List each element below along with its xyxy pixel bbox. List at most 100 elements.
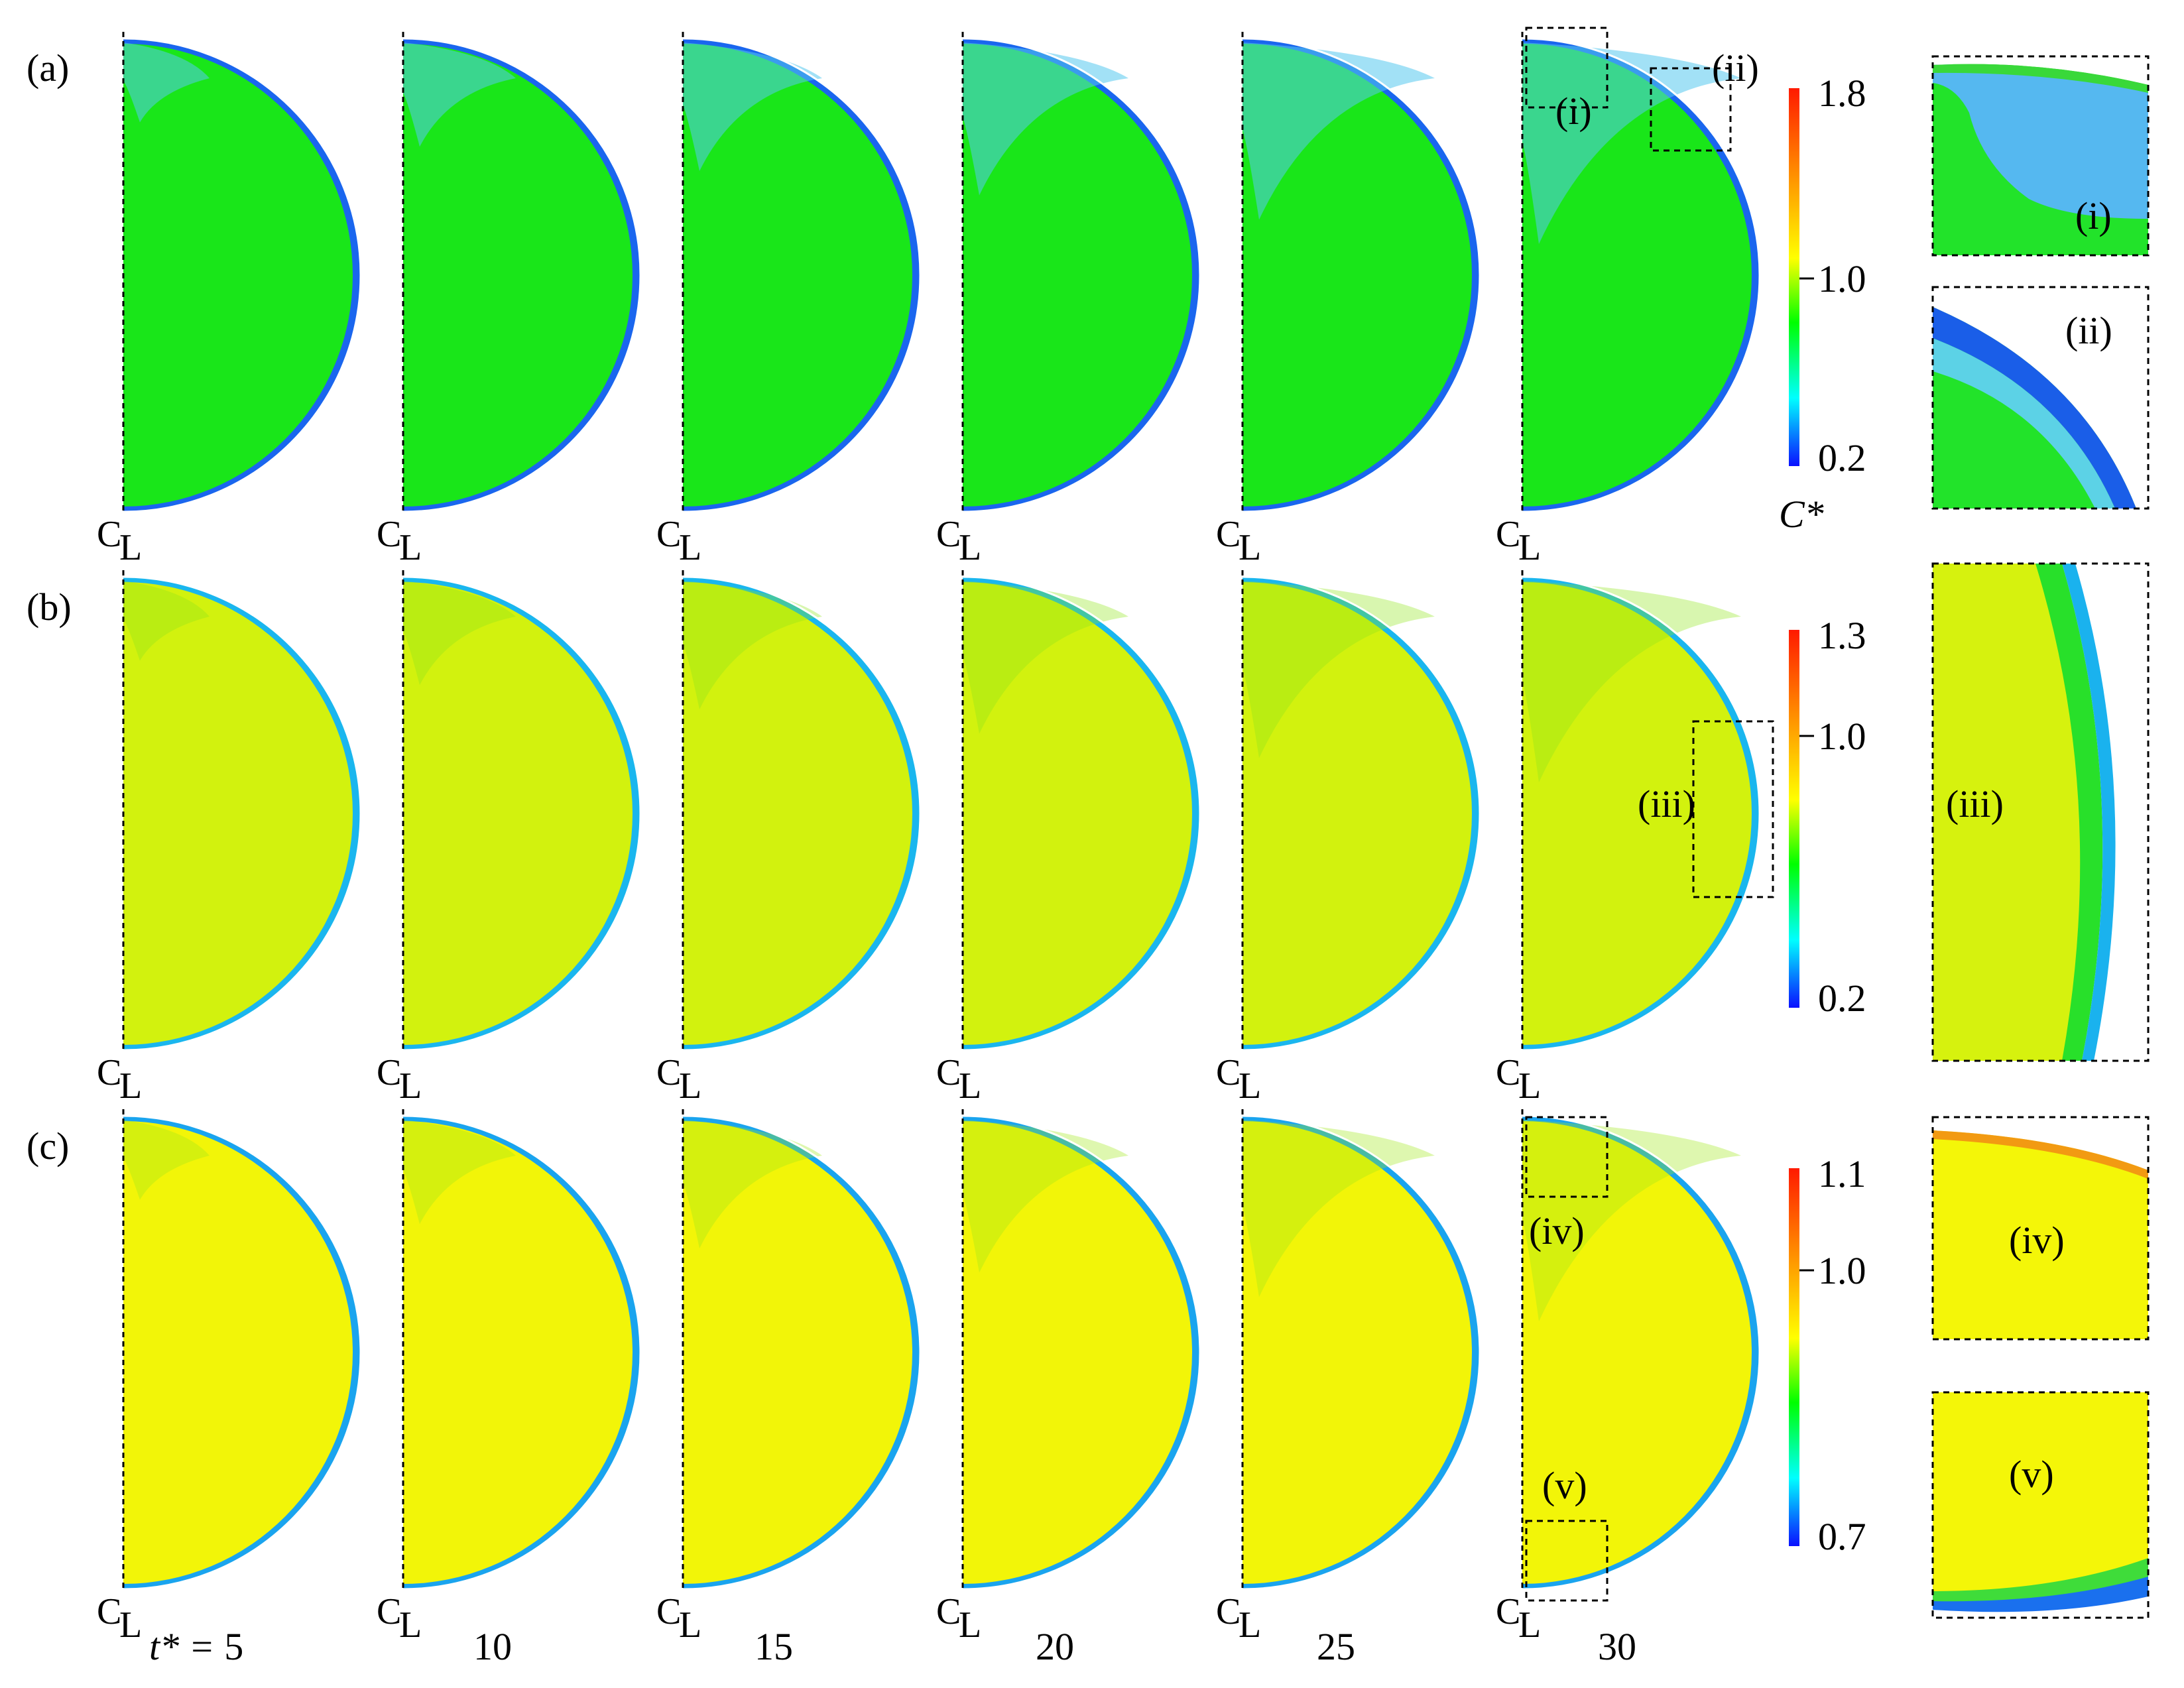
droplet-1-4: CL — [1216, 570, 1481, 1107]
centerline-label-c: C — [1496, 1052, 1520, 1093]
droplet-inner-region — [1522, 42, 1741, 244]
droplet-fill — [963, 44, 1192, 507]
droplet-2-1: CL — [377, 1109, 642, 1646]
centerline-label-c: C — [656, 514, 681, 555]
zoom-label-ii: (ii) — [1712, 46, 1759, 90]
centerline-label-c: C — [1496, 1591, 1520, 1632]
colorbar-a-max: 1.8 — [1818, 72, 1866, 115]
centerline-label-l: L — [399, 1065, 422, 1107]
droplet-boundary — [402, 37, 642, 513]
centerline-label-l: L — [959, 1065, 981, 1107]
colorbar-a: 1.8 1.0 0.2 C* — [1779, 72, 1866, 536]
droplet-inner-region — [123, 581, 210, 661]
centerline-label-c: C — [936, 514, 961, 555]
droplet-inner-region — [963, 42, 1128, 196]
droplet-inner-region — [963, 1120, 1128, 1273]
colorbar-b-min: 0.2 — [1818, 977, 1866, 1020]
centerline-label-l: L — [1518, 527, 1541, 568]
centerline-label-c: C — [377, 514, 401, 555]
droplet-inner-region — [403, 42, 516, 147]
droplet-boundary — [1522, 1115, 1761, 1591]
droplet-fill — [683, 44, 912, 507]
centerline-label-c: C — [656, 1591, 681, 1632]
zoom-label-iii: (iii) — [1638, 782, 1695, 825]
droplet-0-0: CL — [97, 32, 362, 568]
droplet-boundary — [962, 575, 1201, 1052]
centerline-label-c: C — [1216, 1591, 1241, 1632]
centerline-label-l: L — [679, 527, 701, 568]
time-label-2: 15 — [755, 1625, 793, 1668]
time-label-1: 10 — [473, 1625, 512, 1668]
zoom-box-ii — [1650, 67, 1732, 152]
droplet-0-5: CL — [1496, 32, 1761, 568]
droplet-0-1: CL — [377, 32, 642, 568]
colorbar-c: 1.1 1.0 0.7 — [1789, 1152, 1866, 1558]
centerline-label-c: C — [1496, 514, 1520, 555]
droplet-2-2: CL — [656, 1109, 922, 1646]
colorbar-b-max: 1.3 — [1818, 614, 1866, 657]
droplet-boundary — [962, 1115, 1201, 1591]
centerline-label-l: L — [959, 527, 981, 568]
centerline-label-l: L — [1239, 527, 1261, 568]
droplet-0-2: CL — [656, 32, 922, 568]
row-label-c: (c) — [27, 1124, 69, 1168]
centerline-label-c: C — [656, 1052, 681, 1093]
droplet-inner-region — [683, 42, 822, 171]
centerline-label-c: C — [377, 1052, 401, 1093]
droplet-2-3: CL — [936, 1109, 1201, 1646]
time-label-prefix: t* = 5 — [149, 1625, 243, 1668]
droplet-1-3: CL — [936, 570, 1201, 1107]
droplet-2-4: CL — [1216, 1109, 1481, 1646]
droplet-boundary — [123, 575, 362, 1052]
zoom-box-iv — [1525, 1116, 1608, 1198]
zoom-panel-iii: (iii) — [1931, 562, 2150, 1062]
droplet-2-0: CL — [97, 1109, 362, 1646]
colorbar-b: 1.3 1.0 0.2 — [1789, 614, 1866, 1020]
colorbar-c-mid: 1.0 — [1818, 1249, 1866, 1292]
droplet-fill — [1522, 1121, 1752, 1584]
time-label-0: 5 — [224, 1625, 243, 1668]
droplet-1-0: CL — [97, 570, 362, 1107]
droplet-fill — [403, 1121, 633, 1584]
zoom-label-i: (i) — [1555, 90, 1592, 133]
centerline-label-l: L — [1239, 1604, 1261, 1646]
droplet-boundary — [402, 1115, 642, 1591]
zoom-label-iv: (iv) — [1529, 1209, 1585, 1252]
colorbar-title: C* — [1779, 493, 1824, 536]
droplet-inner-region — [403, 1120, 516, 1225]
colorbar-c-max: 1.1 — [1818, 1152, 1866, 1195]
row-label-a: (a) — [27, 46, 69, 90]
droplet-fill — [963, 582, 1192, 1045]
colorbar-a-mid: 1.0 — [1818, 257, 1866, 300]
droplet-inner-region — [963, 581, 1128, 734]
centerline-label-l: L — [399, 527, 422, 568]
time-label-5: 30 — [1598, 1625, 1636, 1668]
row-label-b: (b) — [27, 585, 72, 629]
droplet-boundary — [682, 575, 922, 1052]
droplet-fill — [1243, 44, 1472, 507]
centerline-label-l: L — [1518, 1604, 1541, 1646]
droplet-1-5: CL — [1496, 570, 1761, 1107]
zoom-panel-i: (i) — [1931, 55, 2150, 257]
droplet-1-1: CL — [377, 570, 642, 1107]
centerline-label-l: L — [399, 1604, 422, 1646]
droplet-0-3: CL — [936, 32, 1201, 568]
zoom-label-v: (v) — [1542, 1464, 1587, 1507]
zoom-panel-label-v: (v) — [2009, 1453, 2054, 1496]
centerline-label-c: C — [377, 1591, 401, 1632]
droplet-1-2: CL — [656, 570, 922, 1107]
centerline-label-l: L — [679, 1065, 701, 1107]
droplet-fill — [683, 582, 912, 1045]
droplet-2-5: CL — [1496, 1109, 1761, 1646]
droplet-boundary — [1522, 37, 1761, 513]
colorbar-c-min: 0.7 — [1818, 1515, 1866, 1558]
droplet-fill — [683, 1121, 912, 1584]
droplet-fill — [403, 582, 633, 1045]
droplet-boundary — [1242, 575, 1481, 1052]
centerline-label-c: C — [97, 514, 121, 555]
zoom-panels: (i) (ii) (iii) (iv) — [1931, 55, 2150, 1619]
droplet-inner-region — [1522, 1120, 1741, 1321]
zoom-boxes — [1525, 27, 1774, 1602]
colorbar-a-min: 0.2 — [1818, 436, 1866, 479]
droplet-boundary — [682, 37, 922, 513]
